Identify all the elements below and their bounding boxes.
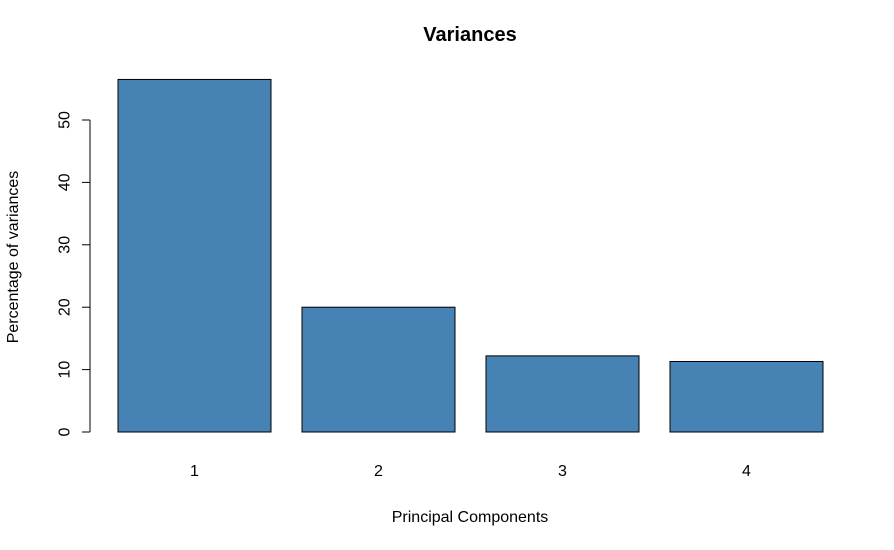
y-axis-label: Percentage of variances — [5, 171, 22, 344]
chart-title: Variances — [423, 24, 516, 46]
bars-group — [117, 78, 824, 433]
bar-4 — [669, 360, 824, 433]
x-tick-labels: 1 2 3 4 — [190, 463, 751, 480]
y-axis: 0 10 20 30 40 50 — [57, 111, 91, 436]
x-tick-label-3: 3 — [558, 463, 567, 480]
x-tick-label-4: 4 — [742, 463, 751, 480]
y-tick-label: 0 — [57, 427, 74, 436]
bar-1 — [117, 78, 272, 433]
y-tick-label: 30 — [57, 236, 74, 254]
y-tick-label: 10 — [57, 361, 74, 379]
y-tick-label: 40 — [57, 173, 74, 191]
x-axis-label: Principal Components — [392, 509, 549, 526]
x-tick-label-1: 1 — [190, 463, 199, 480]
bar-3 — [485, 355, 640, 433]
bar-2 — [301, 306, 456, 433]
x-tick-label-2: 2 — [374, 463, 383, 480]
y-tick-label: 20 — [57, 298, 74, 316]
y-tick-label: 50 — [57, 111, 74, 129]
